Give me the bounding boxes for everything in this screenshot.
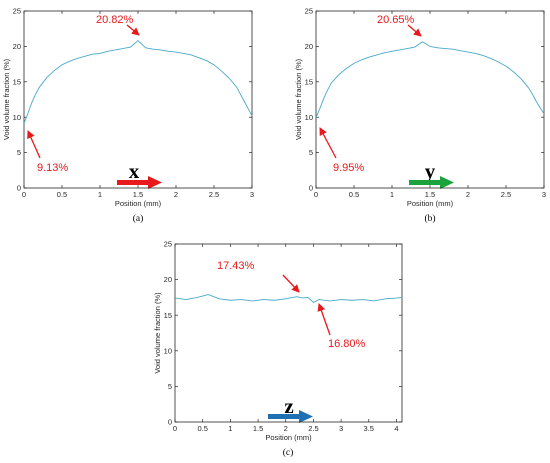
direction-arrow-x-shaft [117, 180, 149, 185]
y-axis-label: Void volume fraction (%) [2, 58, 11, 140]
y-tick-label: 25 [164, 240, 172, 249]
x-tick-label: 4 [394, 424, 398, 433]
y-tick-label: 20 [305, 42, 313, 51]
annotation-label: 9.13% [37, 162, 68, 174]
annotation-label: 16.80% [328, 338, 366, 350]
panel-c: z (c) 0 0.5 1 1.5 2 2.5 3 3.5 4 0 5 10 15 20 25 Positio… [153, 240, 403, 458]
direction-label-z: z [284, 394, 293, 418]
x-tick-label: 0.5 [349, 190, 359, 199]
x-tick-label: 1.5 [253, 424, 263, 433]
x-tick-label: 1 [98, 190, 102, 199]
direction-arrow-z-shaft [268, 414, 300, 419]
panel-a: x (a) 0 0.5 1 1.5 2 2.5 3 0 5 10 15 20 25 Position (m… [2, 7, 254, 224]
y-tick-label: 15 [13, 77, 21, 86]
y-tick-label: 10 [305, 113, 313, 122]
x-tick-label: 3 [250, 190, 254, 199]
panel-caption-c: (c) [283, 447, 294, 458]
y-tick-label: 25 [13, 7, 21, 16]
series-line [315, 41, 545, 118]
y-tick-label: 15 [305, 77, 313, 86]
x-tick-label: 2 [284, 424, 288, 433]
y-tick-label: 20 [13, 42, 21, 51]
series-line [23, 40, 253, 124]
y-tick-label: 25 [305, 7, 313, 16]
panel-caption-a: (a) [133, 213, 144, 224]
x-tick-label: 0.5 [197, 424, 207, 433]
x-tick-label: 0.5 [57, 190, 67, 199]
x-tick-label: 2 [466, 190, 470, 199]
x-tick-label: 1.5 [133, 190, 143, 199]
x-axis-label: Position (mm) [265, 433, 312, 442]
series-line [174, 294, 403, 303]
x-tick-label: 2 [174, 190, 178, 199]
x-tick-label: 1 [390, 190, 394, 199]
direction-arrow-y-shaft [409, 180, 441, 185]
y-tick-label: 0 [309, 184, 313, 193]
annotation-label: 9.95% [333, 162, 364, 174]
annotation-arrow [407, 24, 422, 37]
direction-arrow-z-head [299, 410, 313, 423]
direction-label-y: y [425, 159, 436, 183]
x-tick-label: 1 [228, 424, 232, 433]
panel-caption-b: (b) [424, 213, 435, 224]
y-axis-label: Void volume fraction (%) [294, 58, 303, 140]
x-tick-label: 3 [542, 190, 546, 199]
annotation-arrow [317, 303, 331, 336]
y-tick-label: 5 [168, 382, 172, 391]
y-tick-label: 20 [164, 275, 172, 284]
annotation-arrow [126, 24, 140, 36]
annotation-arrow [319, 127, 337, 159]
x-axis-label: Position (mm) [407, 199, 454, 208]
x-tick-label: 0 [314, 190, 318, 199]
panel-b: y (b) 0 0.5 1 1.5 2 2.5 3 0 5 10 15 20 25 Position (m… [294, 7, 546, 224]
x-tick-label: 2.5 [308, 424, 318, 433]
direction-label-x: x [129, 159, 140, 183]
x-tick-label: 3 [339, 424, 343, 433]
annotation-label: 17.43% [217, 260, 255, 272]
y-tick-label: 5 [309, 148, 313, 157]
annotation-label: 20.65% [377, 14, 415, 26]
x-tick-label: 1.5 [425, 190, 435, 199]
y-tick-label: 10 [13, 113, 21, 122]
direction-arrow-x-head [148, 176, 162, 189]
y-tick-label: 0 [168, 418, 172, 427]
y-tick-label: 5 [17, 148, 21, 157]
direction-arrow-y-head [440, 176, 454, 189]
x-tick-label: 0 [173, 424, 177, 433]
x-axis-label: Position (mm) [115, 199, 162, 208]
x-tick-label: 2.5 [501, 190, 511, 199]
annotation-arrow [282, 274, 300, 293]
annotation-arrow [27, 130, 41, 159]
y-tick-label: 0 [17, 184, 21, 193]
y-tick-label: 15 [164, 311, 172, 320]
plot-frame [174, 243, 403, 423]
x-tick-label: 3.5 [364, 424, 374, 433]
x-tick-label: 0 [22, 190, 26, 199]
y-tick-label: 10 [164, 346, 172, 355]
annotation-label: 20.82% [96, 14, 134, 26]
x-tick-label: 2.5 [209, 190, 219, 199]
y-axis-label: Void volume fraction (%) [153, 292, 162, 374]
